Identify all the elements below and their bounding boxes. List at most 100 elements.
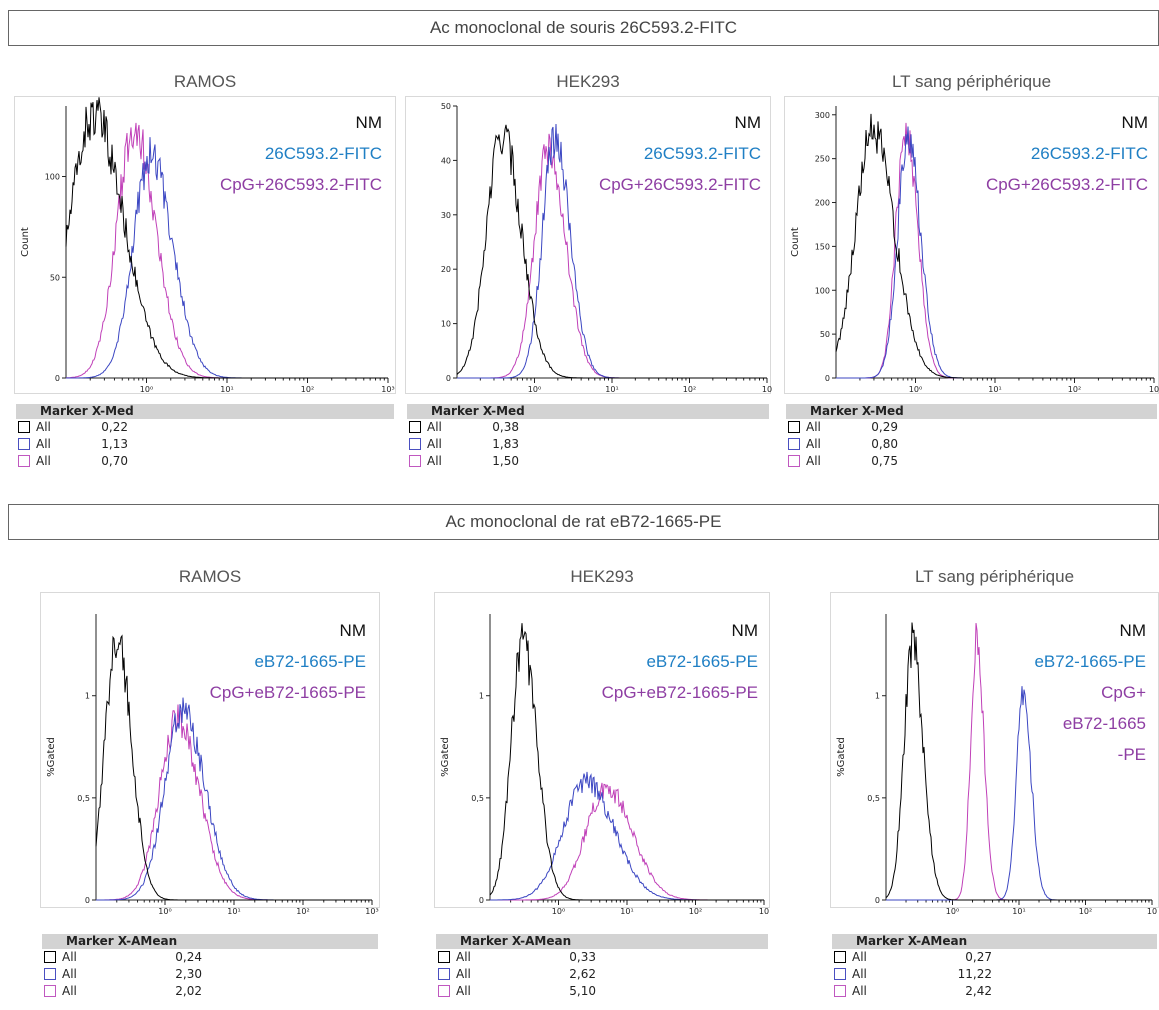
plot-frame	[434, 592, 770, 908]
series-color-swatch	[409, 455, 421, 467]
stats-row: All 2,30	[42, 966, 378, 983]
y-tick-label: 0	[479, 896, 484, 905]
stats-row-name: All	[852, 950, 867, 964]
x-tick-label: 10⁰	[946, 907, 959, 916]
legend-entry: CpG+26C593.2-FITC	[986, 175, 1148, 194]
stats-row: All 0,33	[436, 949, 768, 966]
y-tick-label: 0,5	[77, 794, 90, 803]
stats-row: All 0,24	[42, 949, 378, 966]
panel-title: LT sang périphérique	[891, 72, 1052, 91]
stats-row: All 0,70	[16, 453, 394, 470]
plot-frame	[405, 96, 771, 394]
y-tick-label: 0	[55, 374, 60, 383]
histogram-svg: 0 0,5 1 10⁰ 10¹ 10² 10³ %Gated NM eB72-1665-PE CpG…	[40, 592, 380, 916]
stats-row: All 2,02	[42, 983, 378, 1000]
y-tick-label: 100	[815, 286, 830, 295]
x-tick-label: 10¹	[227, 907, 240, 916]
stats-row-name: All	[806, 420, 821, 434]
legend-entry: CpG+	[1101, 683, 1146, 702]
stats-row-name: All	[852, 984, 867, 998]
x-tick-label: 10⁰	[158, 907, 171, 916]
series-color-swatch	[834, 985, 846, 997]
series-color-swatch	[44, 985, 56, 997]
y-tick-label: 10	[441, 320, 451, 329]
legend-entry: -PE	[1118, 745, 1146, 764]
stats-row: All 11,22	[832, 966, 1157, 983]
x-tick-label: 10¹	[1012, 907, 1025, 916]
stats-row-value: 0,33	[569, 950, 596, 964]
histogram-svg: 0 50 100 10⁰ 10¹ 10² 10³ Count NM 26C593.2-FITC Cp…	[14, 96, 396, 394]
stats-header: Marker X-Med	[407, 404, 769, 419]
stats-row-value: 2,62	[569, 967, 596, 981]
stats-table: Marker X-AMean All 0,27 All 11,22 All 2,42	[832, 934, 1157, 1000]
stats-table: Marker X-Med All 0,38 All 1,83 All 1,50	[407, 404, 769, 470]
stats-table: Marker X-AMean All 0,33 All 2,62 All 5,10	[436, 934, 768, 1000]
y-tick-label: 1	[875, 692, 880, 701]
stats-row-name: All	[36, 420, 51, 434]
stats-row: All 0,29	[786, 419, 1157, 436]
legend-entry: CpG+26C593.2-FITC	[599, 175, 761, 194]
x-tick-label: 10²	[1068, 385, 1081, 394]
stats-row-name: All	[427, 420, 442, 434]
legend-entry: 26C593.2-FITC	[644, 144, 761, 163]
x-tick-label: 10²	[296, 907, 309, 916]
histogram-series	[835, 113, 1154, 379]
panel-title: RAMOS	[178, 567, 242, 586]
x-tick-label: 10³	[365, 907, 378, 916]
series-color-swatch	[409, 421, 421, 433]
stats-row: All 5,10	[436, 983, 768, 1000]
stats-row-name: All	[62, 967, 77, 981]
x-tick-label: 10¹	[220, 385, 233, 394]
stats-row-name: All	[456, 967, 471, 981]
x-tick-label: 10	[759, 907, 769, 916]
y-tick-label: 0	[875, 896, 880, 905]
y-tick-label: 1	[479, 692, 484, 701]
series-color-swatch	[834, 951, 846, 963]
x-tick-label: 10¹	[620, 907, 633, 916]
histogram-svg: 0 10 20 30 40 50 10⁰ 10¹ 10² 10 NM 26C593.2-FITC CpG…	[405, 96, 772, 394]
section-banner-fitc: Ac monoclonal de souris 26C593.2-FITC	[8, 10, 1159, 46]
stats-row-value: 2,02	[175, 984, 202, 998]
y-tick-label: 100	[45, 173, 60, 182]
series-color-swatch	[18, 455, 30, 467]
stats-row-name: All	[62, 984, 77, 998]
y-tick-label: 200	[815, 199, 830, 208]
series-color-swatch	[788, 421, 800, 433]
y-tick-label: 40	[441, 156, 451, 165]
stats-row-value: 0,80	[871, 437, 898, 451]
stats-row-name: All	[427, 437, 442, 451]
series-color-swatch	[788, 455, 800, 467]
stats-row-value: 0,29	[871, 420, 898, 434]
plot-frame	[14, 96, 396, 394]
stats-row-name: All	[62, 950, 77, 964]
series-color-swatch	[438, 985, 450, 997]
histogram-series	[885, 622, 1152, 901]
stats-row: All 0,75	[786, 453, 1157, 470]
series-color-swatch	[438, 951, 450, 963]
panel-title: HEK293	[556, 72, 620, 91]
stats-table: Marker X-Med All 0,22 All 1,13 All 0,70	[16, 404, 394, 470]
y-tick-label: 150	[815, 242, 830, 251]
stats-row-name: All	[456, 984, 471, 998]
stats-row-name: All	[806, 454, 821, 468]
stats-row-value: 11,22	[957, 967, 992, 981]
stats-row-value: 0,38	[492, 420, 519, 434]
y-tick-label: 20	[441, 265, 451, 274]
stats-row-value: 2,42	[965, 984, 992, 998]
stats-row-value: 0,75	[871, 454, 898, 468]
stats-row-name: All	[852, 967, 867, 981]
x-tick-label: 10²	[1079, 907, 1092, 916]
section-banner-pe: Ac monoclonal de rat eB72-1665-PE	[8, 504, 1159, 540]
stats-row: All 0,38	[407, 419, 769, 436]
x-tick-label: 10⁰	[140, 385, 153, 394]
x-tick-label: 10	[1149, 385, 1159, 394]
histogram-svg: 0 50 100 150 200 250 300 10⁰ 10¹ 10² 10 Count NM 26C5…	[784, 96, 1159, 394]
legend-entry: CpG+26C593.2-FITC	[220, 175, 382, 194]
x-tick-label: 10	[762, 385, 772, 394]
x-tick-label: 10²	[683, 385, 696, 394]
x-tick-label: 10¹	[605, 385, 618, 394]
legend-entry: NM	[356, 113, 382, 132]
legend-entry: CpG+eB72-1665-PE	[602, 683, 758, 702]
y-axis-label: %Gated	[440, 737, 451, 777]
